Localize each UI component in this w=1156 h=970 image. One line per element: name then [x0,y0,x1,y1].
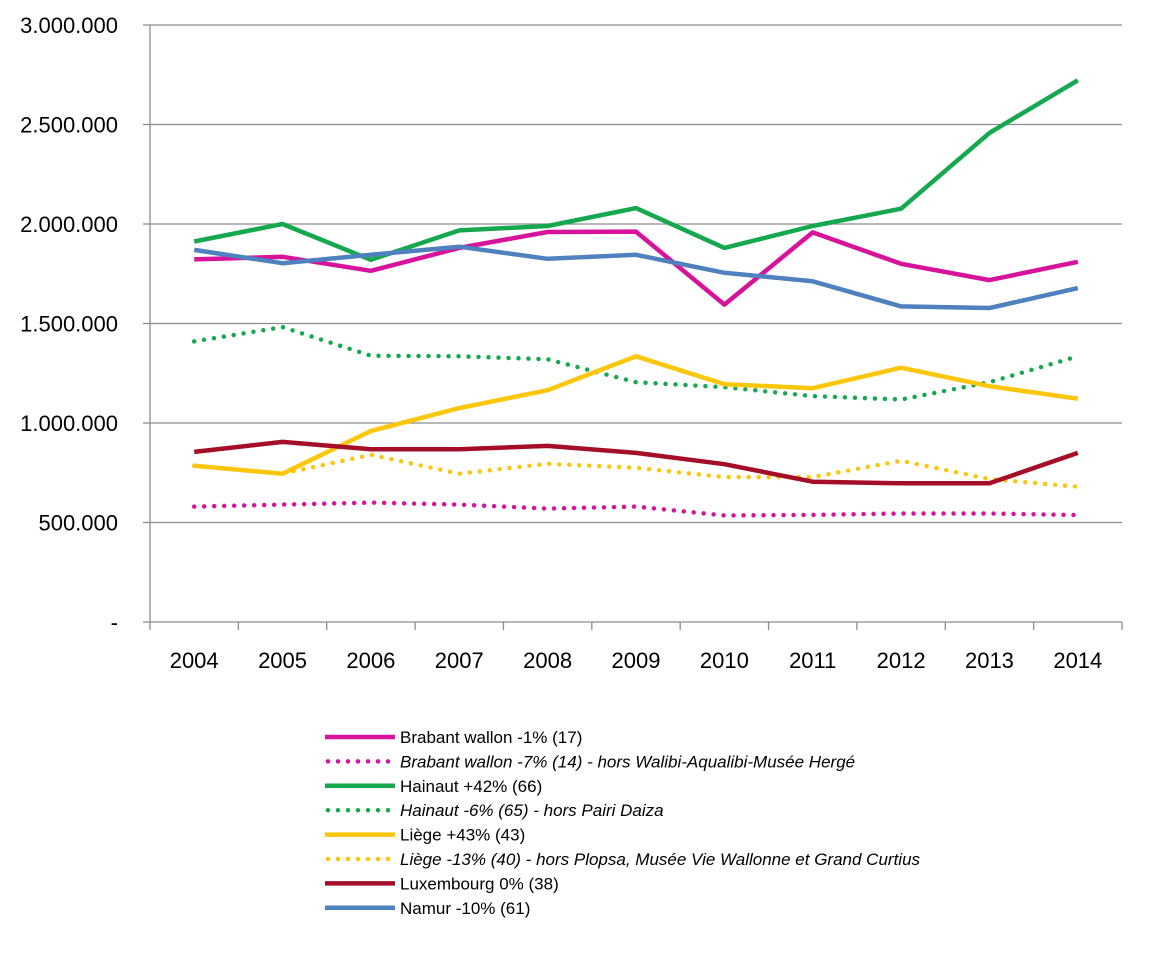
y-tick-label: 1.000.000 [20,411,118,436]
x-tick-label: 2004 [170,648,219,673]
y-tick-label: - [111,610,118,635]
legend-label-2: Hainaut +42% (66) [400,777,542,796]
legend-label-4: Liège +43% (43) [400,826,525,845]
y-tick-label: 500.000 [38,511,118,536]
series-lines [194,80,1078,515]
y-tick-label: 2.000.000 [20,212,118,237]
legend-label-5: Liège -13% (40) - hors Plopsa, Musée Vie… [400,850,921,869]
legend-label-3: Hainaut -6% (65) - hors Pairi Daiza [400,801,664,820]
x-tick-label: 2010 [700,648,749,673]
gridlines [150,25,1122,523]
x-tick-label: 2013 [965,648,1014,673]
x-tick-label: 2005 [258,648,307,673]
series-line-3 [194,327,1078,399]
legend: Brabant wallon -1% (17) Brabant wallon -7… [325,728,921,918]
x-tick-label: 2006 [346,648,395,673]
x-tick-label: 2014 [1053,648,1102,673]
y-tick-label: 1.500.000 [20,312,118,337]
x-tick-label: 2008 [523,648,572,673]
series-line-6 [194,442,1078,483]
y-tick-label: 2.500.000 [20,113,118,138]
axes: - 500.000 1.000.000 1.500.000 2.000.000 2.500… [20,13,1122,673]
series-line-1 [194,503,1078,516]
series-line-4 [194,356,1078,473]
legend-label-0: Brabant wallon -1% (17) [400,728,582,747]
x-tick-label: 2011 [789,648,836,673]
x-tick-label: 2009 [612,648,661,673]
x-tick-label: 2012 [877,648,926,673]
x-tick-label: 2007 [435,648,484,673]
legend-label-7: Namur -10% (61) [400,899,530,918]
series-line-7 [194,247,1078,308]
legend-label-6: Luxembourg 0% (38) [400,874,559,893]
y-tick-label: 3.000.000 [20,13,118,38]
legend-label-1: Brabant wallon -7% (14) - hors Walibi-Aq… [400,752,855,771]
